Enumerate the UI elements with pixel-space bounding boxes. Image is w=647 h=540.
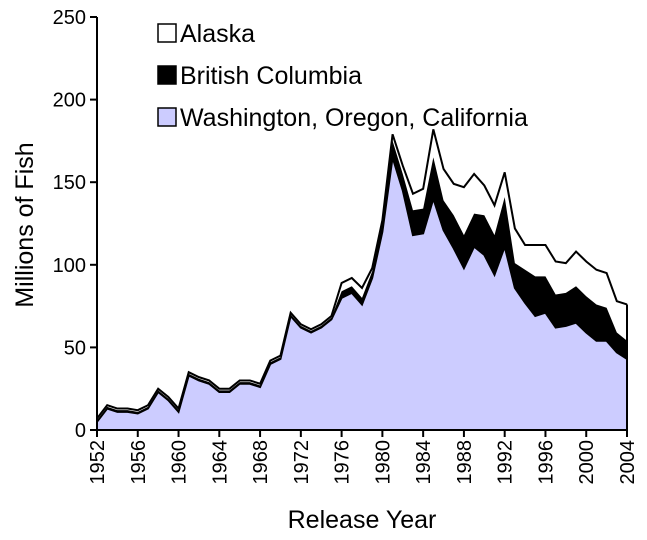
y-tick-label: 150 xyxy=(53,172,86,194)
y-tick-label: 50 xyxy=(64,337,86,359)
x-tick-label: 1992 xyxy=(495,440,517,485)
y-tick-label: 200 xyxy=(53,90,86,112)
x-tick-label: 1972 xyxy=(291,440,313,485)
x-tick-label: 1952 xyxy=(87,440,109,485)
y-tick-label: 100 xyxy=(53,255,86,277)
legend-swatch xyxy=(157,107,177,127)
x-tick-label: 1996 xyxy=(535,440,557,485)
x-axis-label: Release Year xyxy=(288,506,437,534)
area-edge xyxy=(96,129,628,420)
x-tick-label: 1956 xyxy=(128,440,150,485)
x-tick-label: 1968 xyxy=(250,440,272,485)
y-tick-label: 250 xyxy=(53,7,86,29)
x-tick-label: 1988 xyxy=(454,440,476,485)
legend-label: Washington, Oregon, California xyxy=(180,104,528,132)
x-tick-label: 1964 xyxy=(209,440,231,485)
legend-label: Alaska xyxy=(180,20,255,48)
x-tick-label: 2004 xyxy=(617,440,639,485)
area-fill xyxy=(97,157,627,431)
legend-swatch xyxy=(157,65,177,85)
x-tick-label: 1960 xyxy=(169,440,191,485)
x-tick-label: 1984 xyxy=(413,440,435,485)
legend-swatch xyxy=(157,23,177,43)
x-tick-label: 2000 xyxy=(576,440,598,485)
y-tick-label: 0 xyxy=(75,420,86,442)
area-fill xyxy=(97,140,627,422)
y-axis-label: Millions of Fish xyxy=(11,142,39,307)
x-tick-label: 1976 xyxy=(332,440,354,485)
x-tick-label: 1980 xyxy=(372,440,394,485)
legend-label: British Columbia xyxy=(180,62,362,90)
